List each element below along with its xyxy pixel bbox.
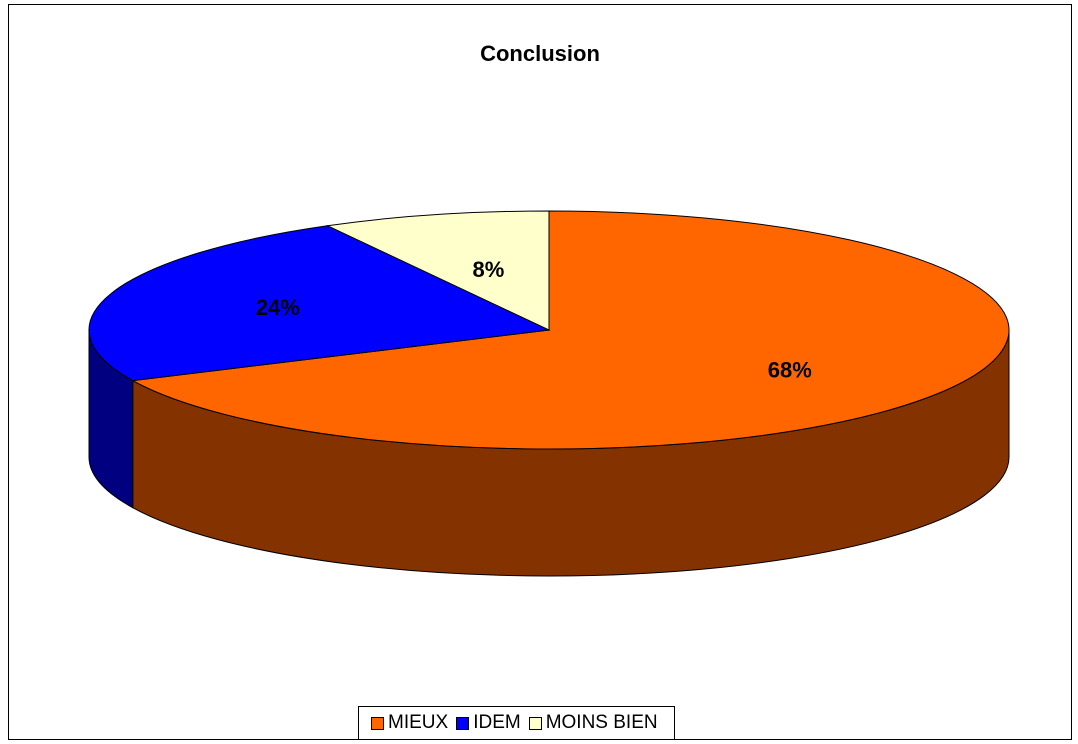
pie-data-labels: 68% 24% 8% (256, 257, 812, 383)
legend-swatch-mieux (371, 716, 384, 730)
chart-title: Conclusion (480, 41, 600, 66)
data-label-moins-bien: 8% (472, 257, 504, 282)
pie-slices (88, 210, 1010, 450)
legend-swatch-idem (456, 716, 470, 730)
legend-item-mieux: MIEUX (371, 712, 448, 734)
legend-label-mieux: MIEUX (388, 712, 449, 733)
pie-slice-mieux (131, 210, 1010, 450)
legend: MIEUX IDEM MOINS BIEN (358, 706, 675, 740)
data-label-idem: 24% (256, 295, 300, 320)
legend-label-moins-bien: MOINS BIEN (545, 712, 658, 733)
pie-slice-idem (88, 225, 551, 382)
legend-label-idem: IDEM (473, 712, 521, 733)
data-label-mieux: 68% (768, 358, 812, 383)
legend-swatch-moins-bien (528, 716, 542, 730)
legend-item-idem: IDEM (456, 712, 521, 734)
legend-item-moins-bien: MOINS BIEN (528, 712, 658, 734)
pie-slice-moins-bien (325, 210, 550, 331)
